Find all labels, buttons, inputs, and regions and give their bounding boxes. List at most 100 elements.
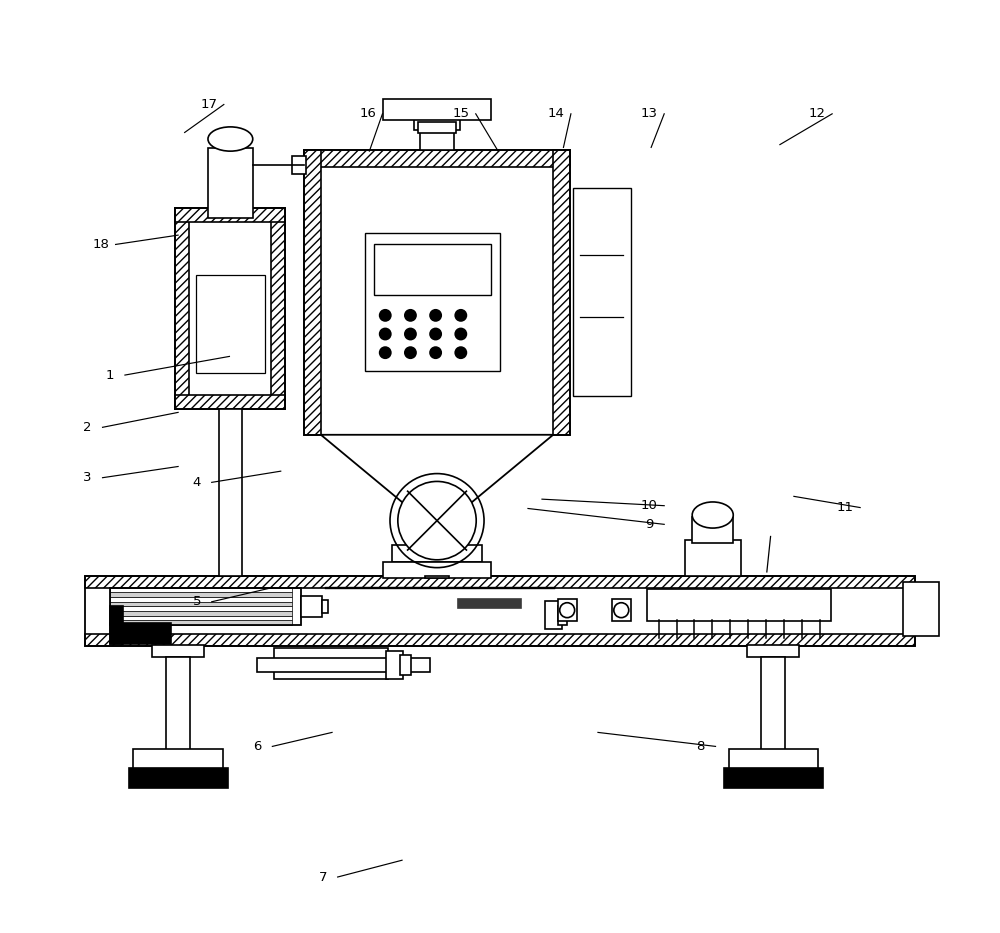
Bar [110, 588, 301, 625]
Bar [110, 623, 171, 644]
Text: 11: 11 [837, 501, 854, 514]
Text: 9: 9 [645, 518, 653, 531]
Bar [647, 589, 831, 621]
Text: 14: 14 [548, 107, 564, 120]
Bar [729, 749, 818, 770]
Bar [374, 244, 491, 295]
Bar [271, 208, 285, 409]
Bar [110, 597, 292, 602]
Circle shape [455, 310, 466, 321]
Bar [274, 648, 388, 679]
Bar [420, 127, 454, 150]
Bar [292, 156, 306, 174]
Circle shape [560, 603, 575, 618]
Polygon shape [321, 435, 553, 509]
Text: 15: 15 [452, 107, 469, 120]
Text: 16: 16 [359, 107, 376, 120]
Text: 7: 7 [318, 870, 327, 884]
Bar [414, 118, 460, 130]
Bar [129, 768, 228, 788]
Bar [692, 517, 733, 543]
Bar [175, 208, 285, 409]
Bar [219, 409, 242, 576]
Text: 4: 4 [193, 476, 201, 489]
Bar [85, 576, 915, 646]
Bar [304, 150, 570, 167]
Bar [545, 601, 562, 629]
Text: 6: 6 [253, 740, 262, 753]
Bar [425, 576, 449, 578]
Bar [110, 616, 292, 620]
Bar [322, 600, 328, 613]
Bar [85, 576, 915, 588]
Circle shape [455, 328, 466, 340]
Bar [110, 606, 292, 611]
Bar [208, 148, 253, 218]
Text: 8: 8 [696, 740, 705, 753]
Bar [903, 582, 939, 636]
Circle shape [405, 347, 416, 358]
Bar [175, 208, 285, 222]
Bar [411, 509, 463, 545]
Bar [85, 588, 915, 634]
Bar [724, 768, 823, 788]
Bar [175, 208, 189, 409]
Circle shape [405, 328, 416, 340]
Bar [175, 395, 285, 409]
Bar [418, 122, 456, 133]
Text: 1: 1 [106, 369, 114, 382]
Bar [553, 150, 570, 435]
Bar [189, 222, 271, 395]
Circle shape [430, 310, 441, 321]
Bar [685, 540, 741, 576]
Circle shape [398, 481, 476, 560]
Ellipse shape [208, 127, 253, 151]
Text: 2: 2 [83, 421, 92, 434]
Bar [110, 620, 292, 625]
Bar [612, 599, 631, 621]
Bar [383, 99, 491, 120]
Text: 3: 3 [83, 471, 92, 484]
Circle shape [405, 310, 416, 321]
Bar [110, 611, 292, 616]
Circle shape [430, 328, 441, 340]
Text: 5: 5 [193, 595, 201, 608]
Circle shape [455, 347, 466, 358]
Ellipse shape [692, 502, 733, 528]
Bar [166, 657, 190, 751]
Bar [392, 545, 482, 562]
Circle shape [380, 347, 391, 358]
Bar [400, 655, 411, 675]
Circle shape [614, 603, 629, 618]
Bar [304, 150, 321, 435]
Bar [747, 645, 799, 657]
Text: 18: 18 [92, 238, 109, 251]
Bar [301, 596, 322, 617]
Bar [110, 592, 292, 597]
Bar [110, 606, 123, 644]
Bar [304, 150, 570, 435]
Bar [152, 645, 204, 657]
Circle shape [430, 347, 441, 358]
Text: 10: 10 [641, 499, 658, 512]
Bar [321, 167, 553, 435]
Bar [458, 599, 521, 608]
Bar [110, 602, 292, 606]
Bar [110, 588, 292, 592]
Text: 13: 13 [641, 107, 658, 120]
Text: 17: 17 [200, 98, 217, 111]
Bar [386, 651, 403, 679]
Bar [196, 275, 265, 373]
Bar [133, 749, 223, 770]
Circle shape [380, 310, 391, 321]
Bar [383, 562, 491, 578]
Circle shape [380, 328, 391, 340]
Bar [558, 599, 577, 621]
Text: 12: 12 [809, 107, 826, 120]
Bar [85, 634, 915, 646]
Bar [365, 233, 500, 371]
Bar [761, 657, 785, 751]
Bar [558, 606, 567, 625]
Bar [573, 188, 631, 396]
Bar [257, 658, 430, 672]
